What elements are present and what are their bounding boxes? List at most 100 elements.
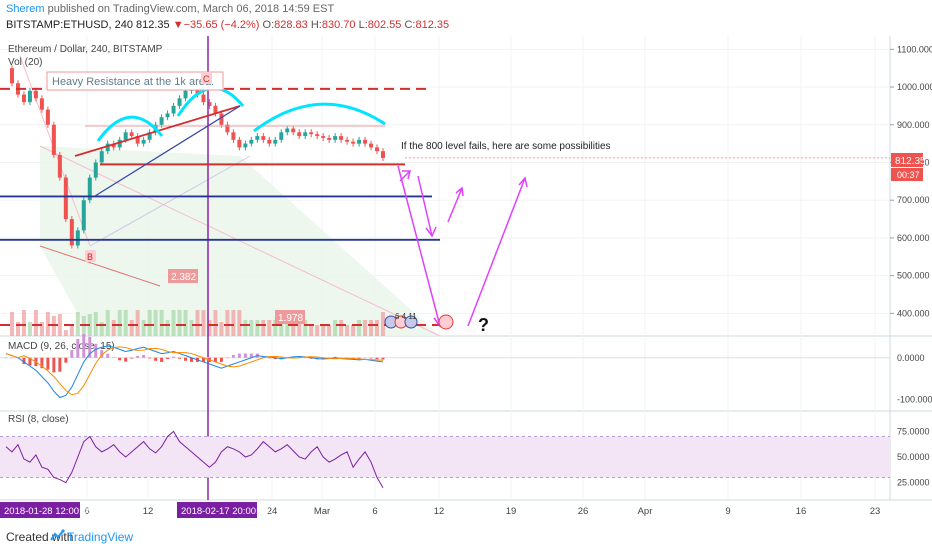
time-highlight-left-badge [0,502,80,518]
point-b-badge [85,250,96,262]
volume-bar [369,320,374,336]
time-tick-label: 9 [725,506,730,517]
candle-body [243,143,248,148]
macd-histogram-bar [124,357,128,362]
author-link[interactable]: Sherem [6,3,45,15]
question-mark: ? [478,315,489,335]
price-tick-label: 900.000 [897,120,930,130]
candle-body [135,136,140,144]
time-tick-label: 12 [434,506,445,517]
rsi-tick-label: 75.0000 [897,426,930,436]
macd-histogram-bar [261,356,265,358]
volume-bar [207,320,212,336]
tradingview-brand-link[interactable]: TradingView [67,530,134,544]
volume-bar [231,310,236,336]
macd-histogram-bar [190,357,194,362]
time-highlight-mid-badge [177,502,257,518]
right-shoulder-arc [253,102,386,133]
macd-histogram-bar [297,356,301,358]
macd-histogram-bar [52,357,56,373]
candle-body [129,132,134,137]
resistance-note: Heavy Resistance at the 1k area. [52,76,214,88]
candle-body [9,68,14,84]
candle-body [51,124,56,155]
volume-bar [225,310,230,336]
macd-histogram-bar [64,357,68,363]
volume-bar [147,310,152,336]
price-axis[interactable]: 1100.0001000.000900.000800.000700.000600… [890,44,932,318]
macd-histogram-bar [76,338,80,358]
volume-bar [327,325,332,336]
footer: Created with TradingView [0,526,932,550]
time-tick-label: Mar [314,506,330,517]
candle-body [363,139,368,144]
candle-body [375,147,380,152]
events-text: 6 4 11 [395,312,417,321]
resistance-note-box[interactable] [46,71,224,91]
candle-body [81,200,86,231]
volume-bar [69,326,74,336]
volume-bar [33,310,38,336]
close-value: 812.35 [415,19,450,31]
point-b-label: B [87,252,93,262]
volume-bar [45,312,50,336]
volume-bar [315,325,320,336]
candle-body [339,136,344,140]
volume-bar [171,310,176,336]
macd-histogram-bar [136,355,140,358]
macd-line [5,345,384,399]
time-tick-label: 12 [143,506,154,517]
volume-bar [63,330,68,336]
event-flags-icon[interactable] [384,314,454,330]
candle-body [39,98,44,110]
volume-bar [339,320,344,336]
time-tick-label: 6 [84,506,89,517]
change-value: −35.65 (−4.2%) [183,19,260,31]
candle-body [297,132,302,137]
macd-pane[interactable] [0,334,890,399]
candle-body [99,151,104,163]
price-tick-label: 600.000 [897,233,930,243]
volume-bar [159,310,164,336]
volume-bar [123,310,128,336]
candle-body [285,128,290,133]
rsi-tick-label: 25.0000 [897,478,930,488]
high-value: 830.70 [321,19,356,31]
tradingview-logo-icon[interactable] [50,528,66,544]
rsi-axis[interactable]: 75.0000 50.0000 25.0000 [897,426,930,487]
volume-bar [39,322,44,336]
fib-fan-line-4 [89,155,251,247]
candle-body [255,136,260,140]
volume-bar [303,320,308,336]
rsi-title: RSI (8, close) [8,414,69,425]
candle-body [105,143,110,152]
macd-histogram-bar [231,354,235,358]
open-label: O: [262,19,275,31]
candle-body [267,139,272,144]
volume-bar [27,322,32,336]
price-tick-label: 700.000 [897,195,930,205]
volume-bar [363,320,368,336]
macd-histogram-bar [142,354,146,358]
volume-bar [111,320,116,336]
candle-body [27,90,32,103]
possibilities-note: If the 800 level fails, here are some po… [401,141,611,152]
chart-area[interactable]: Heavy Resistance at the 1k area. If the … [0,36,932,526]
candle-body [369,143,374,148]
countdown-label: 00:37 [897,170,920,180]
rsi-pane[interactable] [5,430,384,489]
macd-histogram-bar [82,334,86,358]
high-label: H: [310,19,322,31]
macd-histogram-bar [112,357,116,358]
candle-body [291,128,296,133]
volume-bar [135,310,140,336]
macd-axis[interactable]: 0.0000 -100.0000 [897,353,932,405]
volume-bar [129,320,134,336]
price-tick-label: 500.000 [897,271,930,281]
time-tick-label: 26 [578,506,589,517]
volume-label: Vol (20) [8,57,42,68]
time-axis[interactable]: 6 12 24 Mar 6 12 19 26 Apr 9 16 23 [84,506,880,517]
macd-histogram-bar [321,357,325,360]
time-highlight-mid: 2018-02-17 20:00:00 [181,506,269,517]
volume-bar [309,325,314,336]
